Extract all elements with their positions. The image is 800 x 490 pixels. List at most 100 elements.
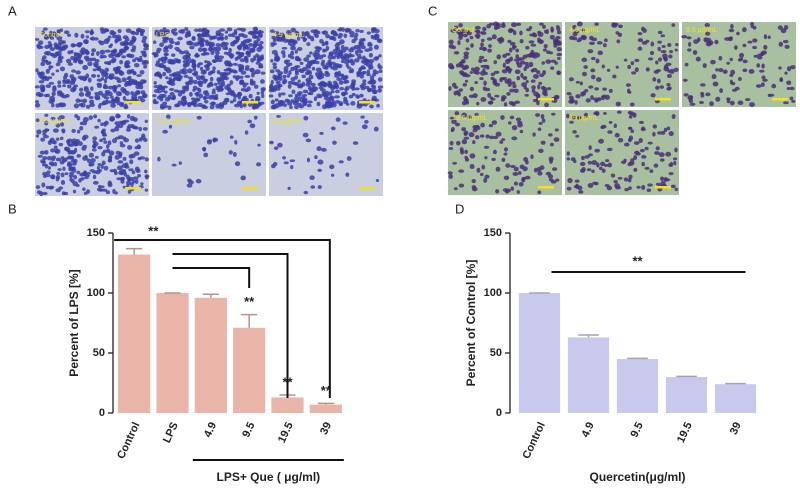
cell (786, 80, 792, 86)
cell (251, 72, 255, 78)
cell (176, 41, 180, 46)
cell (137, 174, 142, 178)
cell (323, 42, 329, 46)
cell (581, 57, 588, 63)
cell (449, 116, 456, 120)
cell (196, 115, 202, 120)
cell (666, 82, 671, 87)
cell (83, 39, 89, 44)
cell (451, 119, 457, 125)
cell (351, 39, 356, 44)
x-tick-label: Control (115, 420, 142, 461)
cell (591, 160, 598, 166)
x-tick-label: 39 (728, 420, 744, 436)
cell (673, 161, 677, 166)
cell (574, 100, 578, 105)
cell (127, 189, 132, 194)
cell (88, 115, 93, 120)
cell (171, 53, 176, 57)
cell (72, 166, 76, 170)
cell (42, 156, 48, 161)
cell (73, 51, 77, 56)
cell (742, 27, 747, 33)
cell (103, 78, 108, 84)
cell (105, 144, 110, 149)
cell (566, 157, 571, 161)
cell (613, 179, 618, 184)
cell (203, 152, 209, 158)
cell (187, 178, 192, 182)
cell (144, 157, 149, 162)
cell (672, 157, 678, 161)
cell (669, 68, 675, 75)
cell (632, 112, 637, 118)
cell (549, 51, 553, 55)
cell (681, 34, 688, 39)
cell (658, 152, 665, 158)
cell (89, 169, 95, 173)
cell (634, 58, 640, 63)
cell (547, 174, 554, 179)
cell (782, 39, 789, 44)
cell (42, 132, 47, 136)
cell (348, 30, 355, 36)
cell (478, 55, 485, 60)
cell (659, 158, 665, 162)
cell (479, 134, 485, 138)
error-bar (578, 334, 599, 338)
cell (143, 47, 149, 51)
cell (521, 177, 526, 183)
cell (89, 99, 95, 105)
cell (237, 63, 243, 68)
cell (495, 22, 501, 26)
cell (186, 102, 192, 108)
scale-bar (125, 187, 141, 190)
cell (312, 52, 317, 58)
cell (628, 174, 633, 180)
cell (539, 73, 545, 78)
cell (359, 84, 364, 88)
cell (212, 137, 216, 143)
cell (89, 57, 93, 62)
cell (101, 151, 106, 157)
cell (588, 145, 592, 150)
cell (78, 103, 83, 107)
cell (183, 74, 189, 78)
cell (461, 100, 467, 106)
x-tick-label: 9.5 (629, 420, 646, 439)
cell (270, 59, 274, 63)
cell (52, 86, 57, 92)
cell (107, 35, 112, 39)
cell (134, 31, 140, 36)
cell (631, 71, 637, 75)
cell (165, 114, 171, 120)
cell (307, 100, 313, 104)
cell (483, 80, 487, 86)
cell (738, 52, 745, 58)
cell (63, 191, 69, 196)
cell (187, 80, 194, 85)
cell (616, 39, 621, 44)
x-axis-label: Quercetin(μg/ml) (589, 470, 685, 484)
cell (343, 46, 349, 51)
cell (463, 136, 470, 140)
cell (141, 133, 146, 138)
cell (233, 70, 238, 74)
cell (87, 77, 92, 83)
cell (279, 100, 286, 105)
cell (191, 99, 198, 105)
cell (318, 94, 323, 99)
micrograph: 39 μg/mL (565, 110, 679, 195)
cell (204, 64, 210, 69)
cell (59, 28, 64, 33)
cell (60, 180, 66, 185)
cell (587, 183, 594, 188)
cell (519, 129, 524, 134)
cell (579, 168, 586, 173)
cell (67, 62, 73, 66)
cell (481, 164, 486, 170)
cell (57, 59, 63, 64)
cell (633, 167, 638, 172)
cell (777, 25, 783, 30)
cell (491, 120, 498, 125)
